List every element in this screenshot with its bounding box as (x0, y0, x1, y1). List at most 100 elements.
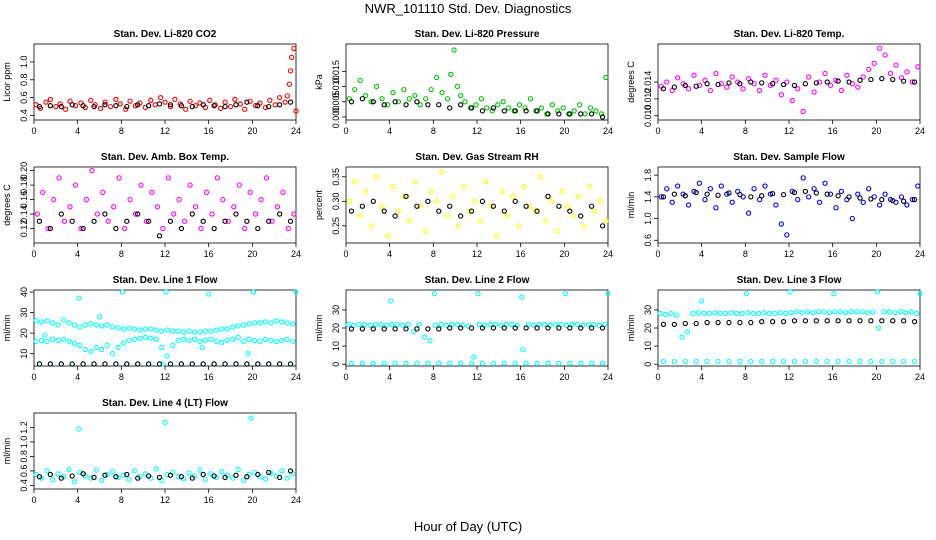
series-3 (348, 360, 606, 366)
x-tick-label: 20 (871, 249, 881, 259)
data-point (457, 325, 464, 331)
data-point (104, 322, 110, 328)
data-point (559, 188, 565, 195)
data-point (164, 353, 170, 359)
data-point (255, 103, 261, 109)
y-axis-label: ml/min (2, 315, 12, 342)
x-tick-label: 24 (915, 249, 925, 259)
data-point (512, 325, 518, 331)
data-point (123, 106, 129, 112)
data-point (501, 208, 507, 214)
data-point (887, 70, 894, 77)
x-tick-label: 12 (472, 372, 482, 382)
data-point (462, 99, 468, 105)
data-point (287, 99, 294, 105)
data-point (503, 321, 510, 328)
data-point (124, 103, 130, 110)
data-point (384, 102, 391, 108)
data-point (403, 326, 409, 332)
data-point (251, 320, 258, 326)
data-point (756, 196, 763, 203)
data-point (447, 203, 453, 209)
data-point (66, 466, 72, 473)
data-point (246, 336, 252, 342)
data-point (82, 346, 88, 353)
y-tick-label: 1.0 (19, 436, 29, 449)
x-tick-label: 16 (828, 126, 838, 136)
data-point (362, 93, 369, 99)
x-tick-label: 20 (247, 372, 257, 382)
data-point (795, 196, 801, 203)
data-point (416, 321, 422, 328)
data-point (255, 225, 261, 232)
y-tick-label: 1.4 (643, 191, 653, 204)
data-point (531, 322, 537, 328)
data-point (219, 326, 225, 332)
data-point (915, 64, 921, 70)
data-point (273, 338, 279, 345)
data-point (662, 311, 669, 318)
x-tick-label: 16 (828, 249, 838, 259)
data-point (588, 360, 595, 366)
data-point (61, 218, 68, 224)
data-point (857, 77, 863, 83)
data-point (176, 196, 182, 203)
data-point (487, 321, 493, 328)
data-point (417, 102, 423, 108)
data-point (831, 290, 837, 297)
data-point (197, 467, 203, 473)
data-point (660, 321, 667, 328)
x-tick-label: 0 (31, 249, 36, 259)
data-point (466, 208, 473, 214)
data-point (220, 196, 226, 203)
data-point (593, 108, 599, 114)
y-tick-label: 30 (19, 308, 29, 318)
data-point (202, 328, 209, 334)
data-point (436, 102, 442, 108)
data-point (137, 335, 143, 341)
data-point (189, 475, 195, 481)
data-point (500, 99, 506, 105)
data-point (826, 309, 833, 316)
data-point (660, 194, 667, 200)
panels-group: Stan. Dev. Li-820 CO2 Licor ppm 0 4 8 12 16 20 2… (2, 29, 925, 505)
data-point (846, 79, 852, 85)
data-point (433, 74, 440, 81)
data-point (359, 326, 366, 332)
data-point (153, 336, 159, 342)
data-point (88, 475, 94, 481)
data-point (145, 218, 152, 224)
data-point (69, 102, 75, 108)
data-point (356, 321, 362, 328)
data-point (219, 339, 225, 346)
data-point (673, 312, 680, 318)
panel-title: Stan. Dev. Line 3 Flow (737, 275, 842, 286)
data-point (282, 99, 288, 105)
data-point (813, 190, 819, 196)
data-point (381, 360, 387, 366)
data-point (224, 326, 230, 332)
data-point (871, 60, 877, 67)
data-point (428, 86, 434, 93)
data-point (104, 342, 110, 349)
data-point (523, 360, 529, 366)
data-point (255, 471, 261, 478)
data-point (489, 108, 495, 114)
data-point (288, 54, 295, 61)
data-point (756, 87, 763, 94)
data-point (835, 78, 841, 84)
data-point (96, 314, 103, 320)
data-point (534, 108, 540, 114)
y-tick-label: 0.6 (19, 465, 29, 478)
data-point (218, 105, 224, 112)
x-tick-label: 24 (603, 249, 613, 259)
data-point (596, 322, 602, 328)
data-point (432, 322, 439, 328)
data-point (737, 81, 743, 87)
data-point (860, 199, 866, 205)
series-5 (36, 361, 294, 367)
data-point (240, 338, 247, 345)
data-point (534, 360, 540, 366)
data-point (291, 45, 297, 52)
data-point (542, 321, 548, 328)
